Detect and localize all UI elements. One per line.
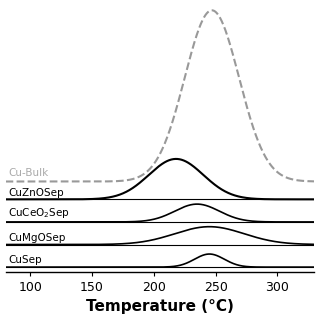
Text: CuMgOSep: CuMgOSep: [8, 233, 65, 243]
X-axis label: Temperature (°C): Temperature (°C): [86, 300, 234, 315]
Text: Cu-Bulk: Cu-Bulk: [8, 168, 48, 178]
Text: CuZnOSep: CuZnOSep: [8, 188, 64, 198]
Text: CuSep: CuSep: [8, 255, 42, 265]
Text: CuCeO$_2$Sep: CuCeO$_2$Sep: [8, 206, 70, 220]
